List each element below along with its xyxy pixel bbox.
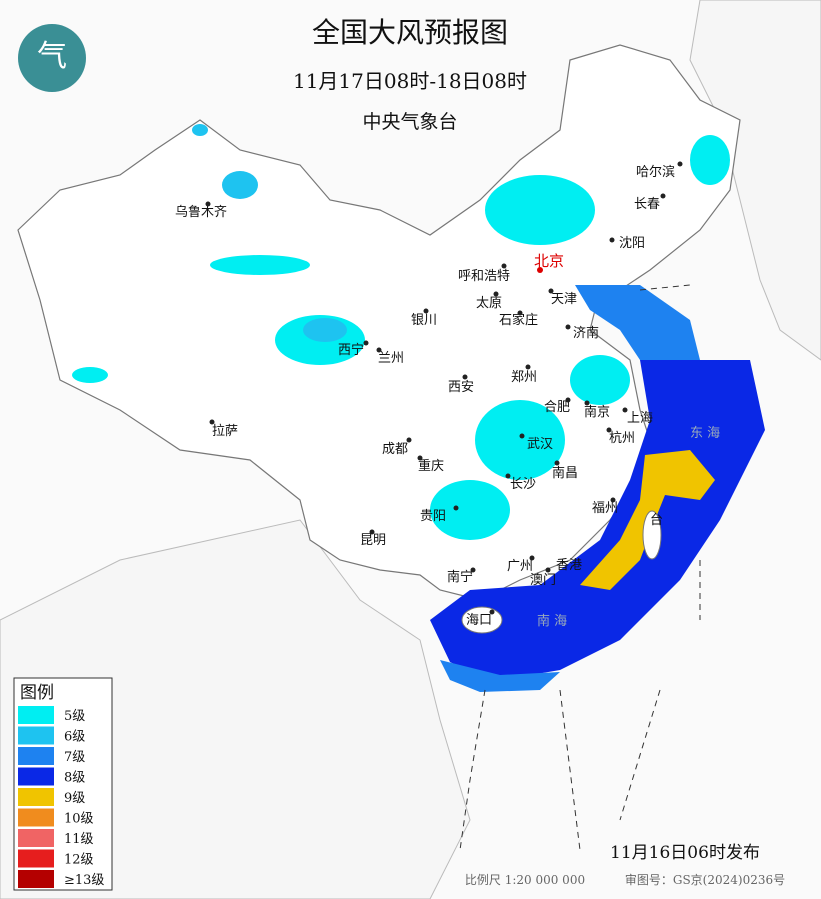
maritime-boundary — [459, 284, 701, 851]
city: 太原 — [476, 296, 502, 311]
legend-label: 10级 — [64, 812, 94, 827]
legend-label: 8级 — [64, 771, 85, 786]
legend-label: 6级 — [64, 730, 85, 745]
legend-title: 图例 — [20, 683, 54, 703]
city: 天津 — [551, 292, 577, 307]
city: 武汉 — [527, 437, 553, 452]
city: 济南 — [573, 325, 599, 341]
city: 海口 — [466, 613, 492, 628]
approval-number: 审图号：GS京(2024)0236号 — [625, 872, 785, 887]
legend-label: 12级 — [64, 853, 94, 868]
legend-swatch — [18, 706, 54, 724]
city-dots — [205, 161, 683, 615]
city: 西宁 — [338, 342, 364, 358]
city: 昆明 — [360, 533, 386, 548]
city: 长春 — [634, 197, 660, 212]
scale: 比例尺 1:20 000 000 — [465, 873, 585, 887]
city: 合肥 — [544, 400, 570, 415]
city: 广州 — [507, 559, 533, 574]
legend-label: 11级 — [64, 832, 94, 847]
city: 福州 — [592, 501, 618, 516]
city: 拉萨 — [212, 424, 238, 439]
wind-area-6 — [192, 124, 347, 342]
legend-swatch — [18, 808, 54, 827]
city-capital: 北京 — [534, 252, 564, 270]
city: 郑州 — [511, 370, 537, 385]
legend-label: ≥13级 — [64, 873, 104, 888]
city-labels: 乌鲁木齐 哈尔滨 长春 沈阳 北京 呼和浩特 天津 太原 石家庄 银川 济南 西… — [175, 164, 675, 628]
city: 贵阳 — [420, 509, 446, 524]
city: 银川 — [411, 313, 437, 328]
legend-swatch — [18, 726, 54, 745]
legend-swatch — [18, 849, 54, 868]
neighbour-land — [689, 0, 821, 361]
logo-mark: 气 — [37, 39, 67, 74]
issuer: 中央气象台 — [362, 111, 457, 133]
city: 成都 — [382, 442, 408, 457]
city: 南宁 — [447, 569, 473, 585]
legend-swatch — [18, 788, 54, 806]
legend-swatch — [18, 829, 54, 847]
city: 南昌 — [552, 465, 578, 481]
city: 南京 — [584, 404, 610, 420]
city: 哈尔滨 — [636, 164, 675, 180]
legend-swatch — [18, 767, 54, 786]
sea-label: 东 海 — [690, 426, 720, 441]
legend-swatch — [18, 747, 54, 765]
sea-label: 南 海 — [537, 613, 567, 629]
city: 兰州 — [378, 351, 404, 366]
city: 台 — [650, 513, 663, 528]
release-time: 11月16日06时发布 — [610, 843, 760, 863]
city: 石家庄 — [499, 312, 538, 328]
logo — [18, 24, 86, 92]
legend-label: 7级 — [64, 750, 85, 765]
title: 全国大风预报图 — [312, 16, 508, 49]
city: 上海 — [627, 411, 653, 426]
city: 重庆 — [418, 458, 444, 474]
city: 杭州 — [609, 431, 635, 446]
city: 香港 — [556, 558, 582, 573]
neighbour-land — [0, 519, 471, 899]
legend-swatch — [18, 870, 54, 888]
city: 西安 — [448, 380, 474, 395]
city: 呼和浩特 — [458, 269, 510, 284]
legend-items: 5级 6级 7级 8级 9级 10级 11级 12级 ≥13级 — [18, 706, 104, 888]
legend-label: 9级 — [64, 791, 85, 806]
wind-area-8 — [430, 360, 765, 682]
wind-area-7 — [575, 285, 700, 360]
wind-area-7 — [440, 660, 560, 692]
city: 沈阳 — [619, 236, 645, 251]
city: 澳门 — [530, 572, 556, 588]
period: 11月17日08时-18日08时 — [293, 69, 527, 93]
taiwan-island — [642, 510, 662, 560]
city: 长沙 — [510, 477, 536, 492]
legend-label: 5级 — [64, 709, 85, 724]
city: 乌鲁木齐 — [175, 204, 227, 220]
